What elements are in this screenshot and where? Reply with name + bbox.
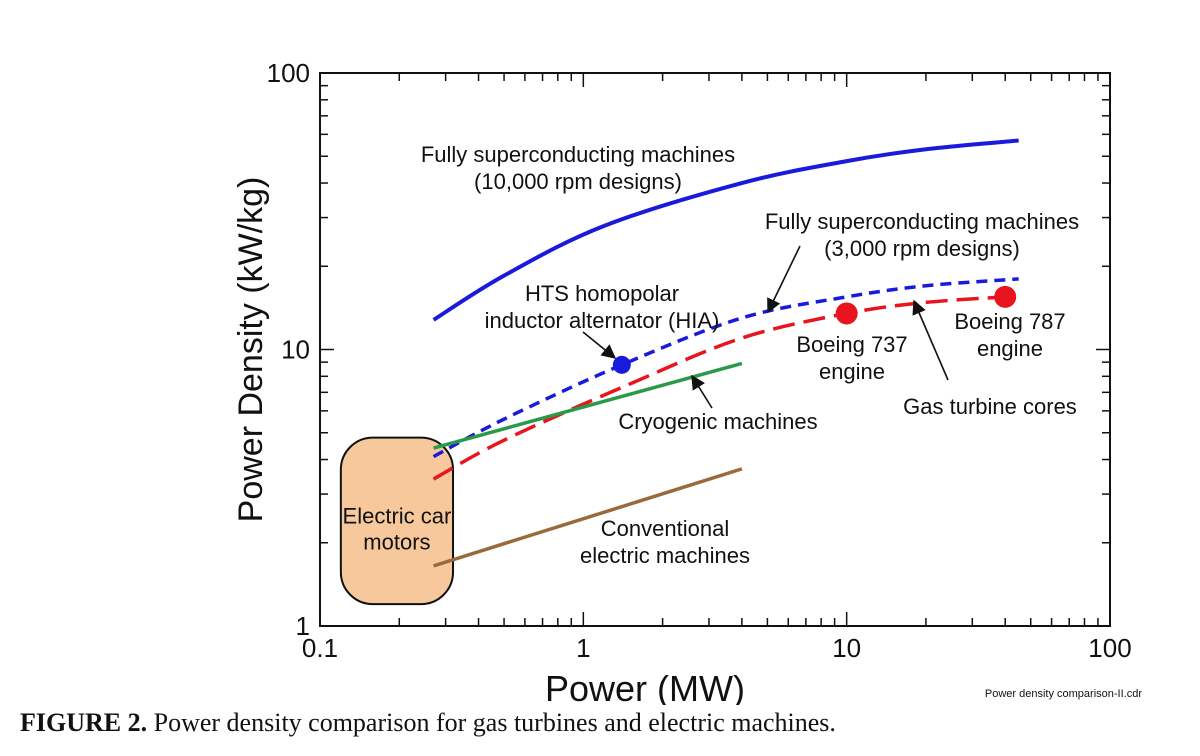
conventional-machines-label: electric machines — [580, 543, 750, 568]
hia-arrow — [582, 331, 617, 359]
conventional-machines-line — [433, 467, 743, 568]
conventional-machines-label: Conventional — [601, 516, 729, 541]
cryogenic-machines-arrow — [691, 374, 713, 409]
boeing-737-point — [835, 302, 858, 325]
x-tick-label: 1 — [576, 633, 590, 663]
fsm-3000rpm-curve — [432, 277, 1019, 459]
x-tick-label: 100 — [1088, 633, 1131, 663]
hia-label: HTS homopolar — [525, 281, 679, 306]
source-file-note: Power density comparison-II.cdr — [985, 688, 1142, 700]
boeing-787-label: engine — [977, 336, 1043, 361]
y-tick-label: 1 — [296, 611, 310, 641]
fsm-3000rpm-label: Fully superconducting machines — [765, 209, 1079, 234]
y-tick-label: 10 — [281, 335, 310, 365]
fsm-10000rpm-label: (10,000 rpm designs) — [474, 169, 682, 194]
y-tick-label: 100 — [267, 58, 310, 88]
gas-turbine-cores-curve — [432, 294, 1019, 481]
hia-label: inductor alternator (HIA) — [485, 308, 720, 333]
x-tick-label: 10 — [832, 633, 861, 663]
fsm-10000rpm-label: Fully superconducting machines — [421, 142, 735, 167]
caption-label: FIGURE 2. — [20, 708, 148, 737]
electric-car-motors-region — [339, 436, 455, 606]
boeing-787-point — [994, 285, 1017, 308]
boeing-787-label: Boeing 787 — [954, 309, 1065, 334]
cryogenic-machines-line — [433, 361, 743, 450]
fsm-3000rpm-arrow — [767, 245, 801, 314]
boeing-737-label: Boeing 737 — [796, 332, 907, 357]
gas-turbine-cores-arrow — [912, 299, 949, 381]
boeing-737-label: engine — [819, 359, 885, 384]
x-tick-label: 0.1 — [302, 633, 338, 663]
fsm-3000rpm-label: (3,000 rpm designs) — [824, 236, 1020, 261]
electric-car-motors-label: motors — [363, 530, 430, 555]
figure-caption: FIGURE 2. Power density comparison for g… — [20, 708, 836, 738]
cryogenic-machines-label: Cryogenic machines — [618, 409, 817, 434]
hia-point — [612, 355, 631, 374]
x-axis-title: Power (MW) — [545, 668, 745, 705]
fsm-10000rpm-curve — [432, 138, 1019, 322]
gas-turbine-cores-label: Gas turbine cores — [903, 394, 1077, 419]
y-axis-title: Power Density (kW/kg) — [232, 177, 270, 523]
electric-car-motors-label: Electric car — [343, 504, 452, 529]
caption-text: Power density comparison for gas turbine… — [153, 708, 836, 737]
